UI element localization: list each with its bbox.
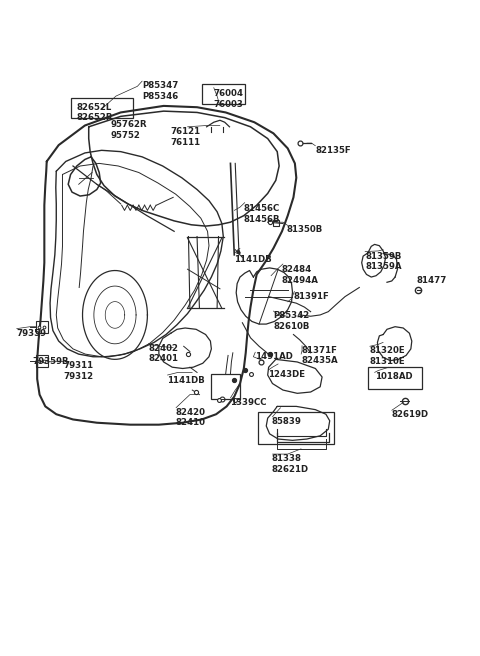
Text: 81320E
81310E: 81320E 81310E: [370, 346, 406, 366]
Text: 76121
76111: 76121 76111: [171, 127, 201, 146]
Bar: [368, 367, 422, 390]
Text: 1243DE: 1243DE: [268, 371, 305, 379]
Text: 82420
82410: 82420 82410: [176, 407, 205, 428]
Text: 1141DB: 1141DB: [234, 255, 272, 264]
Bar: [36, 356, 48, 367]
Text: 1339CC: 1339CC: [230, 398, 267, 407]
Text: 1491AD: 1491AD: [255, 352, 293, 361]
Text: P85342
82610B: P85342 82610B: [274, 311, 310, 331]
Text: 79359: 79359: [17, 329, 47, 338]
Text: 82484
82494A: 82484 82494A: [282, 265, 319, 285]
Text: P85347
P85346: P85347 P85346: [142, 81, 179, 101]
Text: 82135F: 82135F: [315, 146, 351, 155]
Text: 81359B
81359A: 81359B 81359A: [365, 251, 402, 272]
Bar: [258, 412, 335, 444]
Bar: [71, 98, 133, 118]
Text: 1018AD: 1018AD: [374, 373, 412, 381]
Text: 1141DB: 1141DB: [168, 376, 205, 384]
Text: 81456C
81456B: 81456C 81456B: [243, 204, 280, 224]
Text: 81477: 81477: [417, 276, 447, 285]
Text: 79311
79312: 79311 79312: [63, 361, 94, 381]
Text: 82652L
82652R: 82652L 82652R: [77, 102, 113, 123]
Text: 81391F: 81391F: [293, 292, 329, 301]
Text: 76004
76003: 76004 76003: [214, 89, 244, 109]
Text: 85839: 85839: [271, 417, 301, 426]
Text: 81371F
82435A: 81371F 82435A: [301, 346, 338, 365]
Text: 95762R
95752: 95762R 95752: [110, 120, 147, 140]
Text: 82402
82401: 82402 82401: [148, 344, 179, 363]
Text: 82619D: 82619D: [392, 410, 429, 419]
Text: 81350B: 81350B: [287, 226, 323, 234]
Bar: [211, 374, 240, 399]
Bar: [36, 321, 48, 333]
Text: 81338
82621D: 81338 82621D: [271, 454, 308, 474]
Text: 79359B: 79359B: [32, 357, 69, 366]
Bar: [202, 84, 245, 104]
